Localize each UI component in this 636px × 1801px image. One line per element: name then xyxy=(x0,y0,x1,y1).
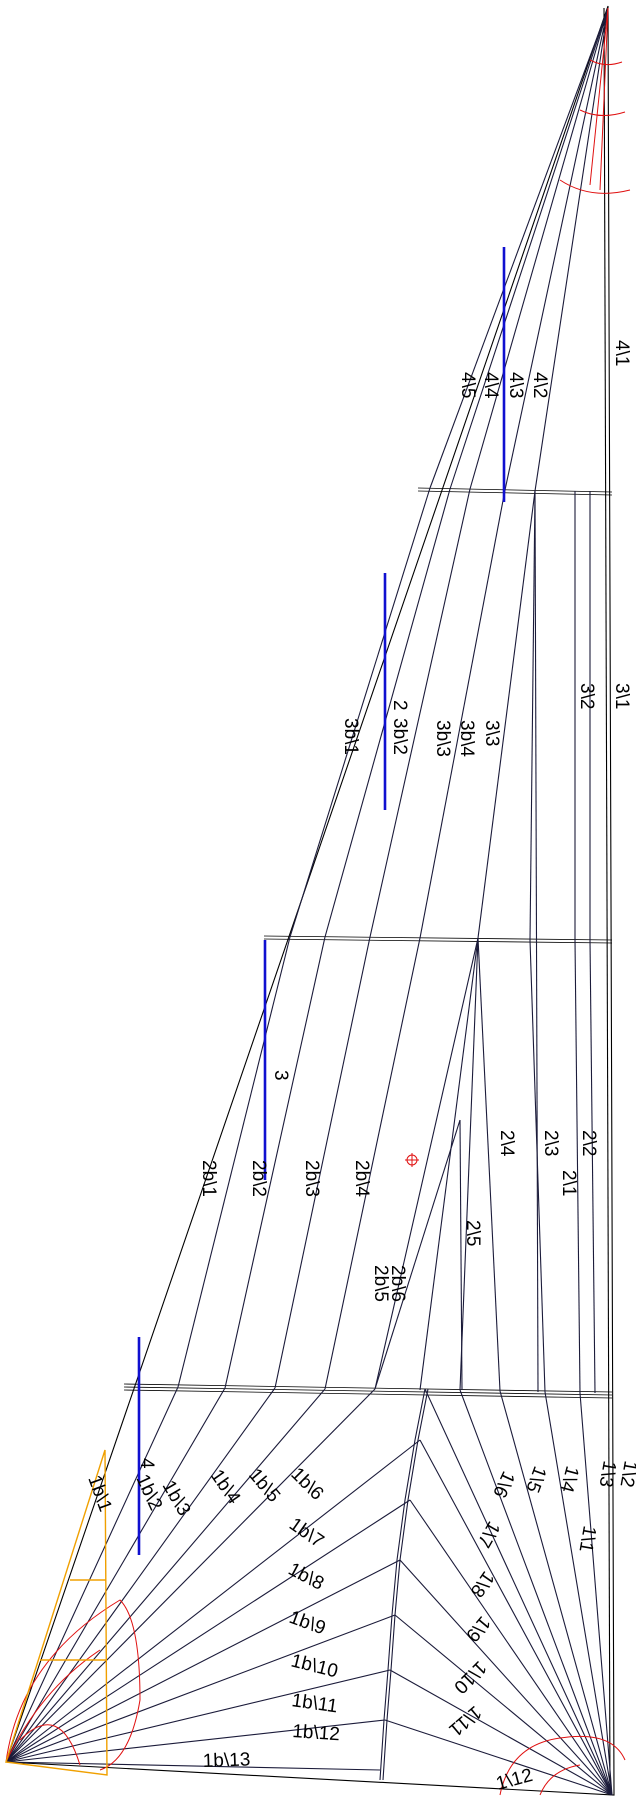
label-4-2: 4\2 xyxy=(529,372,550,398)
battens xyxy=(137,247,506,1555)
label-2b-2: 2b\2 xyxy=(248,1160,269,1197)
label-4-5: 4\5 xyxy=(457,372,478,398)
label-1-9: 1\9 xyxy=(461,1612,494,1646)
label-1b-10: 1b\10 xyxy=(289,1650,340,1682)
reinforcement-patches xyxy=(5,7,631,1796)
label-4-1: 4\1 xyxy=(611,340,632,366)
tack-radial-seams xyxy=(5,1386,421,1771)
label-1-11: 1\11 xyxy=(445,1701,486,1740)
label-1-8: 1\8 xyxy=(466,1567,498,1601)
label-3b-4: 3b\4 xyxy=(456,720,477,757)
center-break-line xyxy=(379,1388,429,1781)
label-1b-5: 1b\5 xyxy=(244,1465,284,1507)
section-3-seams xyxy=(289,487,591,940)
label-2b-5: 2b\5 xyxy=(370,1265,391,1302)
label-4-3: 4\3 xyxy=(505,372,526,398)
label-3b-2: 3b\2 xyxy=(389,718,410,755)
label-3b-3: 3b\3 xyxy=(432,720,453,757)
label-1b-7: 1b\7 xyxy=(285,1514,327,1552)
label-1-6: 1\6 xyxy=(488,1468,518,1501)
label-1-3: 1\3 xyxy=(594,1459,619,1489)
label-1-2: 1\2 xyxy=(615,1459,636,1489)
label-3-3: 3\3 xyxy=(481,720,502,746)
label-1b-1: 1b\1 xyxy=(83,1473,115,1515)
label-2b-1: 2b\1 xyxy=(198,1160,219,1197)
label-1-10: 1\10 xyxy=(449,1656,490,1697)
label-1b-11: 1b\11 xyxy=(290,1690,339,1717)
label-1-1: 1\1 xyxy=(574,1524,599,1554)
label-2b-6: 2b\6 xyxy=(387,1265,408,1302)
section-2-seams xyxy=(177,936,596,1394)
label-1-4: 1\4 xyxy=(555,1464,582,1495)
label-1b-9: 1b\9 xyxy=(286,1607,328,1639)
label-2-2: 2\2 xyxy=(578,1130,599,1156)
label-2-3: 2\3 xyxy=(540,1130,561,1156)
label-2: 2 xyxy=(389,700,410,711)
crosshair-circle-icon xyxy=(405,1153,419,1167)
label-3-2: 3\2 xyxy=(576,683,597,709)
label-3-1: 3\1 xyxy=(611,683,632,709)
horizontal-seams xyxy=(123,487,613,1399)
label-2b-4: 2b\4 xyxy=(351,1160,372,1197)
label-2-4: 2\4 xyxy=(496,1130,517,1157)
label-4: 4 xyxy=(136,1458,157,1469)
head-patch xyxy=(5,1449,108,1776)
label-1b-13: 1b\13 xyxy=(202,1749,250,1772)
label-4-4: 4\4 xyxy=(480,372,501,399)
panel-labels: 4\1 4\2 4\3 4\4 4\5 3\1 3\2 3\3 3b\4 3b\… xyxy=(83,340,636,1795)
label-1b-4: 1b\4 xyxy=(206,1466,245,1509)
label-1b-12: 1b\12 xyxy=(292,1721,341,1745)
label-1-5: 1\5 xyxy=(521,1463,550,1495)
label-2b-3: 2b\3 xyxy=(301,1160,322,1197)
clew-radial-seams xyxy=(384,1388,613,1796)
label-3: 3 xyxy=(270,1070,291,1081)
label-2-1: 2\1 xyxy=(558,1170,579,1196)
label-1b-6: 1b\6 xyxy=(286,1464,327,1505)
label-1b-8: 1b\8 xyxy=(285,1559,328,1595)
label-2-5: 2\5 xyxy=(462,1220,483,1246)
head-radial-seams xyxy=(429,7,609,1393)
label-3b-1: 3b\1 xyxy=(340,718,361,755)
